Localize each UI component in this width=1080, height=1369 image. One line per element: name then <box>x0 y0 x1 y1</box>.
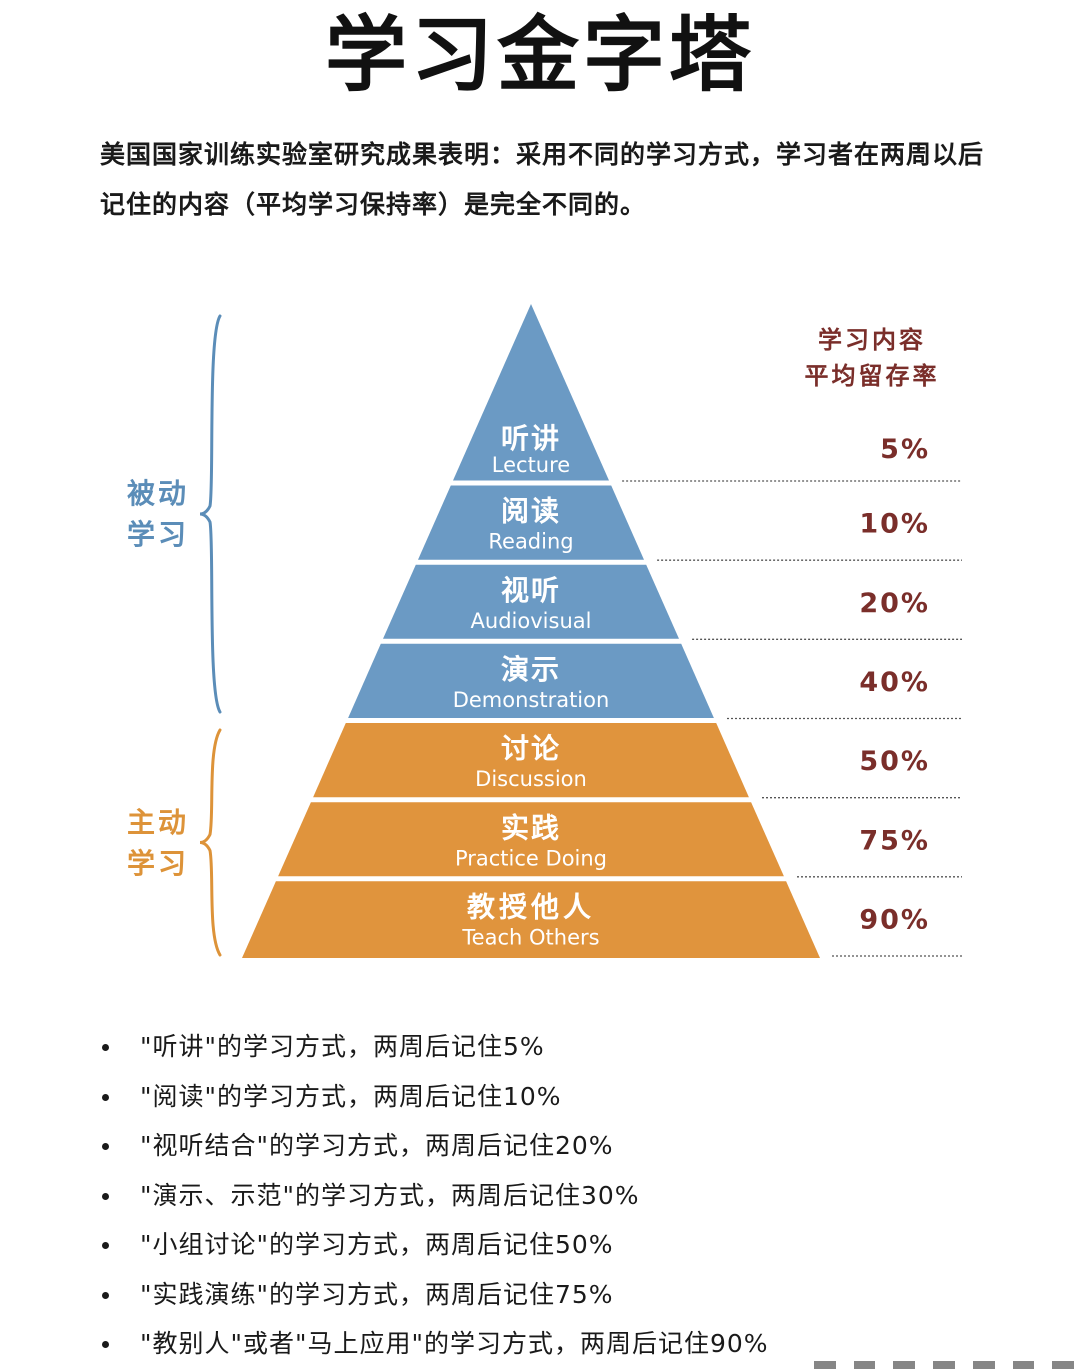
pyramid-layer-6 <box>278 802 784 877</box>
layer-label-zh: 讨论 <box>501 732 561 765</box>
bullet-list: "听讲"的学习方式，两周后记住5% "阅读"的学习方式，两周后记住10% "视听… <box>100 1022 1000 1369</box>
bullet-item: "小组讨论"的学习方式，两周后记住50% <box>100 1220 1000 1270</box>
bullet-item: "教别人"或者"马上应用"的学习方式，两周后记住90% <box>100 1319 1000 1369</box>
retention-percent: 5% <box>880 434 930 465</box>
bullet-item: "视听结合"的学习方式，两周后记住20% <box>100 1121 1000 1171</box>
layer-label-en: Audiovisual <box>471 609 592 633</box>
retention-percent: 10% <box>859 509 930 540</box>
layer-label-zh: 教授他人 <box>467 890 595 923</box>
active-brace <box>199 728 222 957</box>
layer-label-zh: 演示 <box>501 653 561 686</box>
pyramid-layer-7 <box>242 881 820 958</box>
passive-brace <box>199 314 222 714</box>
bullet-item: "阅读"的学习方式，两周后记住10% <box>100 1072 1000 1122</box>
group-label-passive-line1: 被动 <box>127 477 189 510</box>
retention-header-line2: 平均留存率 <box>805 362 940 390</box>
retention-header-line1: 学习内容 <box>818 326 926 354</box>
group-label-active-line2: 学习 <box>127 847 189 880</box>
layer-label-en: Reading <box>488 530 573 554</box>
pyramid-layer-2 <box>418 485 644 560</box>
layer-label-en: Lecture <box>492 453 570 477</box>
page-title: 学习金字塔 <box>324 8 755 103</box>
retention-percent: 20% <box>859 588 930 619</box>
group-label-active-line1: 主动 <box>127 806 189 839</box>
pyramid-layer-3 <box>383 564 679 639</box>
retention-percent: 40% <box>859 667 930 698</box>
bullet-item: "听讲"的学习方式，两周后记住5% <box>100 1022 1000 1072</box>
retention-percent: 50% <box>859 746 930 777</box>
intro-text: 美国国家训练实验室研究成果表明：采用不同的学习方式，学习者在两周以后记住的内容（… <box>100 140 985 219</box>
layer-label-en: Teach Others <box>461 925 599 949</box>
layer-label-en: Practice Doing <box>455 846 607 870</box>
pyramid-layer-5 <box>313 723 749 798</box>
bullet-item: "演示、示范"的学习方式，两周后记住30% <box>100 1171 1000 1221</box>
layer-label-en: Discussion <box>475 767 587 791</box>
layer-label-zh: 实践 <box>501 811 561 844</box>
layer-label-zh: 阅读 <box>501 495 561 528</box>
layer-label-zh: 视听 <box>501 574 561 607</box>
watermark-strip <box>813 1361 1074 1369</box>
group-label-passive-line2: 学习 <box>127 518 189 551</box>
layer-label-zh: 听讲 <box>501 422 561 455</box>
pyramid-layer-4 <box>348 643 714 718</box>
retention-percent: 75% <box>859 825 930 856</box>
bullet-item: "实践演练"的学习方式，两周后记住75% <box>100 1270 1000 1320</box>
retention-percent: 90% <box>859 904 930 935</box>
layer-label-en: Demonstration <box>453 688 610 712</box>
pyramid-layer-1 <box>453 304 609 481</box>
